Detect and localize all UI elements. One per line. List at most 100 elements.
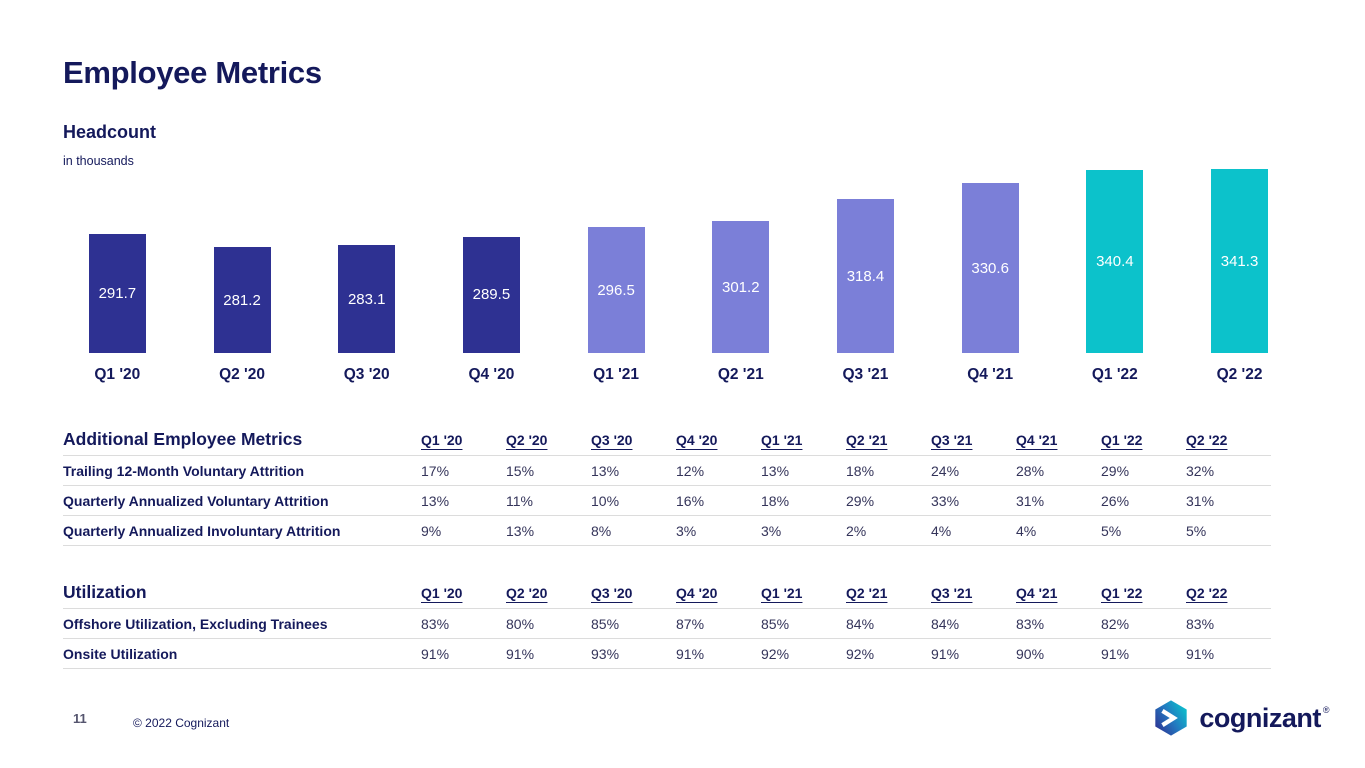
- utilization-table: Utilization Q1 '20 Q2 '20 Q3 '20 Q4 '20 Q1 '2…: [63, 577, 1271, 669]
- cell-value: 8%: [591, 522, 612, 539]
- cell-value: 92%: [846, 645, 875, 662]
- column-header: Q1 '20: [421, 584, 463, 601]
- column-header: Q4 '20: [676, 431, 718, 448]
- cell-value: 82%: [1101, 615, 1130, 632]
- cognizant-logo-icon: [1155, 700, 1188, 736]
- column-header: Q2 '21: [846, 431, 888, 448]
- cell-value: 83%: [1016, 615, 1045, 632]
- bar-value-label: 301.2: [722, 278, 760, 296]
- cell-value: 13%: [761, 462, 790, 479]
- table-row: Trailing 12-Month Voluntary Attrition 17%…: [63, 456, 1271, 486]
- cell-value: 13%: [421, 492, 450, 509]
- chart-heading: Headcount: [63, 122, 157, 142]
- cell-value: 12%: [676, 462, 705, 479]
- table-section-title: Additional Employee Metrics: [63, 429, 303, 449]
- cell-value: 26%: [1101, 492, 1130, 509]
- cell-value: 91%: [1101, 645, 1130, 662]
- cognizant-logo: cognizant ®: [1152, 699, 1330, 737]
- cell-value: 85%: [591, 615, 620, 632]
- cell-value: 91%: [1186, 645, 1215, 662]
- table-row: Onsite Utilization 91% 91% 93% 91% 92% 92% 91% 9…: [63, 639, 1271, 669]
- column-header: Q4 '20: [676, 584, 718, 601]
- bar-group: 340.4 Q1 '22: [1053, 170, 1178, 384]
- bar-value-label: 318.4: [846, 267, 885, 285]
- headcount-bar: 281.2: [213, 247, 271, 354]
- column-header: Q1 '22: [1101, 431, 1143, 448]
- column-header: Q1 '20: [421, 431, 463, 448]
- bar-group: 291.7 Q1 '20: [55, 233, 180, 385]
- column-header: Q3 '20: [591, 584, 633, 601]
- cell-value: 3%: [676, 522, 697, 539]
- column-header: Q4 '21: [1016, 584, 1058, 601]
- bar-value-label: 340.4: [1096, 253, 1134, 271]
- cell-value: 32%: [1186, 462, 1215, 479]
- additional-metrics-table: Additional Employee Metrics Q1 '20 Q2 '20 Q…: [63, 424, 1271, 546]
- cell-value: 10%: [591, 492, 620, 509]
- chart-units-label: in thousands: [63, 154, 134, 168]
- bar-value-label: 281.2: [223, 291, 261, 309]
- cell-value: 5%: [1186, 522, 1207, 539]
- row-label: Onsite Utilization: [63, 645, 178, 662]
- column-header: Q2 '20: [506, 431, 548, 448]
- headcount-bar: 330.6: [961, 183, 1019, 354]
- column-header: Q2 '20: [506, 584, 548, 601]
- cell-value: 2%: [846, 522, 867, 539]
- bar-value-label: 289.5: [472, 286, 511, 304]
- bar-category-label: Q3 '21: [842, 366, 889, 384]
- column-header: Q1 '21: [761, 431, 803, 448]
- bar-group: 283.1 Q3 '20: [304, 244, 429, 384]
- cell-value: 5%: [1101, 522, 1122, 539]
- cell-value: 18%: [761, 492, 790, 509]
- cell-value: 91%: [421, 645, 450, 662]
- headcount-bar: 340.4: [1086, 170, 1144, 354]
- headcount-bar: 318.4: [836, 198, 894, 354]
- wordmark-text: cognizant: [1199, 702, 1321, 733]
- bar-category-label: Q2 '22: [1216, 366, 1263, 384]
- column-header: Q1 '21: [761, 584, 803, 601]
- cell-value: 80%: [506, 615, 535, 632]
- headcount-bar: 341.3: [1211, 169, 1269, 354]
- registered-mark: ®: [1322, 704, 1330, 715]
- cell-value: 24%: [931, 462, 960, 479]
- table-header-row: Additional Employee Metrics Q1 '20 Q2 '20 Q…: [63, 424, 1271, 456]
- copyright: © 2022 Cognizant: [133, 716, 230, 730]
- cell-value: 90%: [1016, 645, 1045, 662]
- bar-group: 318.4 Q3 '21: [803, 198, 928, 384]
- bar-value-label: 283.1: [347, 290, 386, 308]
- cell-value: 91%: [506, 645, 535, 662]
- table-row: Quarterly Annualized Voluntary Attrition…: [63, 486, 1271, 516]
- headcount-bar: 289.5: [462, 236, 520, 354]
- page-title: Employee Metrics: [63, 55, 322, 90]
- bar-category-label: Q1 '20: [94, 366, 141, 384]
- cell-value: 11%: [506, 492, 533, 509]
- cell-value: 13%: [506, 522, 535, 539]
- cell-value: 18%: [846, 462, 875, 479]
- bar-value-label: 291.7: [98, 284, 137, 302]
- cell-value: 84%: [931, 615, 960, 632]
- bar-value-label: 330.6: [971, 259, 1009, 277]
- cell-value: 91%: [931, 645, 960, 662]
- bar-group: 289.5 Q4 '20: [429, 236, 554, 385]
- cell-value: 31%: [1186, 492, 1215, 509]
- cell-value: 91%: [676, 645, 705, 662]
- headcount-bar: 296.5: [587, 227, 645, 354]
- column-header: Q3 '20: [591, 431, 633, 448]
- cognizant-wordmark: cognizant ®: [1199, 703, 1329, 734]
- cell-value: 15%: [506, 462, 535, 479]
- bar-group: 296.5 Q1 '21: [554, 227, 679, 384]
- cell-value: 28%: [1016, 462, 1045, 479]
- page-number: 11: [73, 711, 87, 726]
- bar-category-label: Q3 '20: [343, 366, 390, 384]
- bar-group: 341.3 Q2 '22: [1177, 169, 1302, 384]
- headcount-bar: 283.1: [338, 244, 396, 354]
- cell-value: 83%: [421, 615, 450, 632]
- cell-value: 4%: [1016, 522, 1037, 539]
- row-label: Quarterly Annualized Voluntary Attrition: [63, 492, 329, 509]
- headcount-bar: 291.7: [88, 233, 146, 354]
- column-header: Q2 '22: [1186, 431, 1228, 448]
- headcount-bar-chart: 291.7 Q1 '20 281.2 Q2 '20 283.1 Q3 '20 289.5 Q4…: [55, 169, 1302, 384]
- cell-value: 31%: [1016, 492, 1045, 509]
- cell-value: 17%: [421, 462, 450, 479]
- cell-value: 9%: [421, 522, 442, 539]
- cell-value: 87%: [676, 615, 705, 632]
